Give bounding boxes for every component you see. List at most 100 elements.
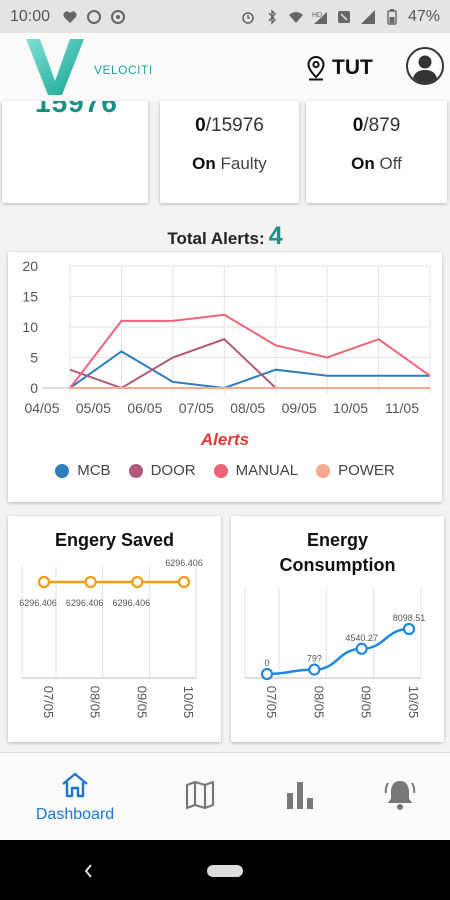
- data-point: [84, 575, 97, 589]
- svg-text:HD: HD: [312, 12, 322, 19]
- data-label: 79?: [307, 654, 322, 664]
- nav-reports[interactable]: [250, 779, 350, 816]
- legend-label: POWER: [338, 462, 395, 479]
- data-point: [308, 663, 321, 676]
- nav-alerts[interactable]: [350, 777, 450, 816]
- faulty-label: On Faulty: [160, 154, 299, 174]
- battery-icon: [387, 8, 397, 25]
- back-icon[interactable]: [84, 864, 92, 878]
- energy-consumption-card: Energy Consumption 0 79? 4540.27 8098.51 07/…: [231, 516, 444, 742]
- x-tick-label: 11/05: [385, 400, 419, 416]
- app-header: VELOCITI TUT: [0, 33, 450, 101]
- x-tick-label: 07/05: [41, 686, 56, 719]
- y-tick-label: 20: [22, 258, 38, 274]
- x-tick-label: 08/05: [311, 686, 326, 719]
- home-pill-icon[interactable]: [207, 865, 243, 877]
- system-nav-icons: [84, 864, 243, 878]
- legend-label: DOOR: [150, 462, 196, 479]
- off-on-label: On: [351, 154, 375, 173]
- c-circle-icon: [111, 9, 126, 24]
- heart-icon: [63, 10, 77, 23]
- y-tick-label: 15: [22, 289, 38, 305]
- brand-name: VELOCITI: [94, 63, 153, 77]
- y-tick-label: 5: [30, 350, 38, 366]
- legend-item-manual[interactable]: MANUAL: [213, 462, 299, 479]
- alerts-chart: 0 5 10 15 20 04/05 05/05 06/05 07/05 08/05 09/05 10…: [22, 258, 431, 416]
- location-selector[interactable]: TUT: [306, 55, 373, 81]
- home-icon: [62, 772, 88, 798]
- x-tick-label: 05/05: [76, 400, 111, 416]
- series-line-door: [69, 338, 277, 390]
- signal-icon: [360, 9, 375, 24]
- x-tick-label: 06/05: [127, 400, 162, 416]
- alerts-chart-card: 0 5 10 15 20 04/05 05/05 06/05 07/05 08/05 09/05 10…: [8, 252, 442, 502]
- faulty-text: Faulty: [220, 154, 267, 173]
- total-alerts-count: 4: [268, 222, 283, 250]
- status-time: 10:00: [10, 7, 51, 25]
- location-name: TUT: [332, 56, 373, 79]
- avatar[interactable]: [406, 47, 444, 85]
- y-tick-label: 0: [30, 380, 38, 396]
- circle-icon: [87, 9, 102, 24]
- x-tick-label: 09/05: [359, 686, 374, 719]
- wifi-icon: [288, 11, 303, 23]
- data-label: 0: [264, 658, 269, 668]
- data-point: [177, 575, 191, 589]
- map-icon: [185, 780, 215, 810]
- off-card[interactable]: 0/879 On Off: [306, 101, 447, 203]
- series-line-mcb: [69, 350, 430, 390]
- legend-label: MANUAL: [235, 462, 299, 479]
- user-icon: [412, 55, 438, 83]
- legend-item-door[interactable]: DOOR: [128, 462, 196, 479]
- x-tick-label: 10/05: [333, 400, 368, 416]
- off-fraction: 0/879: [306, 115, 447, 137]
- energy-consumption-chart: 0 79? 4540.27 8098.51 07/05 08/05 09/05 10/05: [244, 588, 425, 719]
- data-point: [37, 575, 51, 589]
- x-tick-label: 10/05: [181, 686, 196, 719]
- legend-dot: [128, 463, 143, 478]
- data-label: 6296.406: [66, 598, 104, 608]
- total-devices-card: 15976: [2, 101, 148, 203]
- data-label: 6296.406: [19, 598, 57, 608]
- energy-saved-chart: 6296.406 6296.406 6296.406 6296.406 07/05 08/…: [19, 558, 203, 719]
- faulty-fraction: 0/15976: [160, 115, 299, 137]
- status-bar: 10:00 HD 47%: [0, 0, 450, 33]
- bluetooth-icon: [268, 8, 276, 25]
- total-alerts-label: Total Alerts:: [167, 229, 265, 248]
- data-point: [355, 642, 368, 655]
- legend-dot: [213, 463, 228, 478]
- x-tick-label: 07/05: [179, 400, 214, 416]
- bar-chart-icon: [287, 782, 313, 809]
- data-label: 4540.27: [345, 633, 378, 643]
- faulty-count: 0: [195, 115, 206, 136]
- off-text: Off: [379, 154, 402, 173]
- x-tick-label: 07/05: [264, 686, 279, 719]
- legend-dot: [316, 463, 331, 478]
- y-tick-label: 10: [22, 319, 38, 335]
- legend-label: MCB: [77, 462, 111, 479]
- alerts-legend: MCB DOOR MANUAL POWER: [8, 462, 442, 479]
- energy-saved-card: Engery Saved 6296.406 6296.406 6296.406 629…: [8, 516, 221, 742]
- series-line-manual: [69, 313, 431, 389]
- nav-dashboard[interactable]: Dashboard: [25, 771, 125, 824]
- total-devices-value: 15976: [35, 101, 118, 118]
- nav-dashboard-label: Dashboard: [35, 806, 115, 823]
- data-point: [131, 575, 144, 589]
- series-line: [266, 627, 410, 676]
- legend-item-power[interactable]: POWER: [316, 462, 395, 479]
- mute-icon: [337, 10, 350, 23]
- x-tick-label: 09/05: [282, 400, 317, 416]
- data-point: [402, 622, 416, 636]
- nav-map[interactable]: [150, 779, 250, 816]
- alarm-icon: [242, 11, 254, 24]
- android-nav-bar: [0, 840, 450, 900]
- x-tick-label: 08/05: [88, 686, 103, 719]
- energy-saved-title: Engery Saved: [54, 530, 175, 550]
- faulty-card[interactable]: 0/15976 On Faulty: [160, 101, 299, 203]
- total-alerts: Total Alerts: 4: [0, 222, 450, 251]
- energy-consumption-title-line2: Consumption: [279, 555, 396, 575]
- x-tick-label: 10/05: [406, 686, 421, 719]
- legend-dot: [55, 463, 70, 478]
- legend-item-mcb[interactable]: MCB: [55, 462, 111, 479]
- x-tick-label: 08/05: [230, 400, 265, 416]
